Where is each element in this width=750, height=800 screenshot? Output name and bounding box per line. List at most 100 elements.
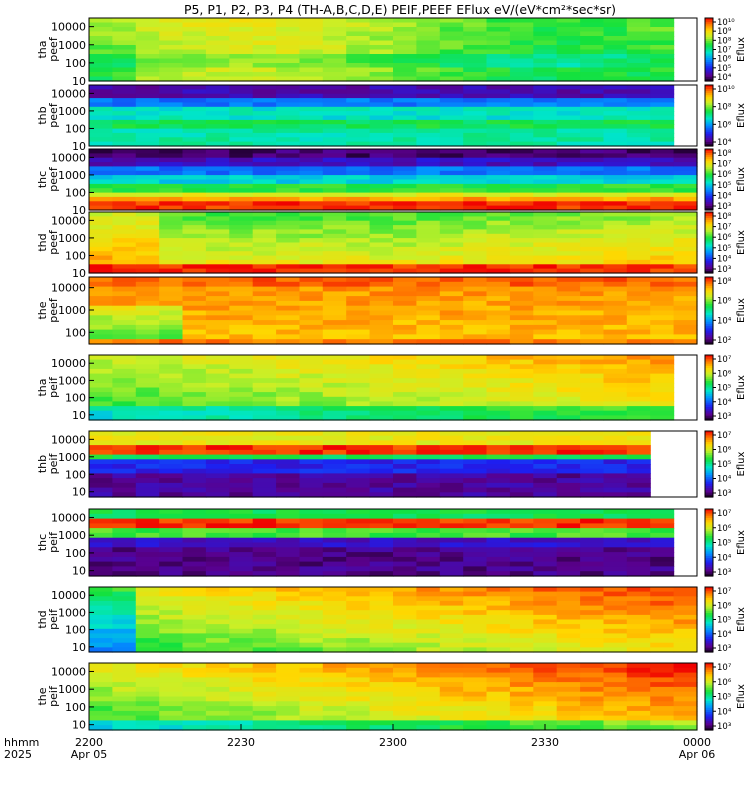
heatmap-cell (299, 196, 324, 202)
heatmap-cell (182, 334, 207, 340)
colorbar-step (705, 372, 713, 376)
heatmap-cell (580, 552, 605, 558)
heatmap-cell (673, 677, 698, 683)
heatmap-cell (486, 132, 511, 138)
heatmap-cell (393, 153, 417, 159)
heatmap-cell (533, 528, 558, 534)
heatmap-cell (369, 310, 394, 316)
heatmap-cell (205, 102, 230, 108)
colorbar-tick-label: 10⁶ (717, 297, 732, 307)
colorbar-step (705, 85, 713, 88)
heatmap-cell (346, 373, 371, 379)
colorbar-step (705, 55, 713, 59)
heatmap-cell (112, 93, 137, 99)
heatmap-cell (486, 610, 511, 616)
heatmap-cell (509, 701, 534, 707)
heatmap-cell (369, 682, 394, 688)
heatmap-cell (533, 605, 558, 611)
colorbar-tick-label: 10⁶ (717, 369, 732, 379)
heatmap-cell (556, 672, 581, 678)
heatmap-cell (112, 686, 137, 693)
heatmap-cell (159, 667, 184, 674)
heatmap-cell (533, 339, 558, 345)
colorbar-step (705, 413, 713, 417)
heatmap-cell (650, 387, 675, 393)
heatmap-cell (533, 157, 558, 163)
heatmap-cell (463, 468, 488, 474)
heatmap-cell (486, 482, 511, 489)
colorbar-step (705, 230, 713, 233)
heatmap-cell (463, 315, 488, 321)
heatmap-cell (509, 663, 534, 669)
colorbar-step (705, 488, 713, 491)
heatmap-cell (299, 188, 324, 194)
heatmap-cell (626, 310, 651, 316)
colorbar-step (705, 283, 713, 287)
heatmap-cell (463, 600, 488, 607)
heatmap-cell (509, 387, 534, 393)
heatmap-cell (135, 225, 160, 231)
heatmap-cell (346, 192, 371, 198)
heatmap-cell (556, 628, 581, 634)
heatmap-cell (369, 542, 394, 548)
heatmap-cell (252, 454, 277, 460)
heatmap-cell (556, 268, 581, 274)
heatmap-cell (89, 710, 113, 717)
heatmap-cell (650, 591, 675, 597)
heatmap-cell (135, 175, 160, 181)
heatmap-cell (182, 85, 207, 90)
colorbar-step (705, 87, 713, 90)
heatmap-cell (89, 175, 113, 181)
heatmap-cell (205, 682, 230, 688)
heatmap-cell (556, 663, 581, 669)
heatmap-cell (673, 183, 698, 189)
colorbar-step (705, 597, 713, 601)
heatmap-cell (626, 378, 651, 384)
heatmap-cell (486, 128, 511, 134)
heatmap-cell (439, 89, 464, 95)
heatmap-cell (650, 40, 675, 46)
heatmap-cell (603, 518, 628, 524)
heatmap-cell (626, 27, 651, 33)
colorbar-step (705, 444, 713, 447)
heatmap-cell (205, 677, 230, 683)
heatmap-cell (580, 445, 605, 451)
heatmap-cell (135, 339, 160, 345)
heatmap-cell (509, 449, 534, 456)
heatmap-cell (89, 212, 113, 217)
heatmap-cell (626, 642, 651, 648)
heatmap-cell (533, 111, 558, 117)
heatmap-cell (229, 672, 254, 678)
heatmap-cell (299, 149, 324, 154)
heatmap-cell (650, 715, 675, 721)
heatmap-cell (486, 31, 511, 37)
heatmap-cell (159, 255, 184, 261)
heatmap-cell (556, 85, 581, 90)
heatmap-cell (89, 183, 113, 189)
heatmap-cell (603, 642, 628, 648)
heatmap-cell (439, 532, 464, 539)
colorbar-tick-label: 10⁹ (717, 27, 732, 37)
colorbar-tick-label: 10³ (717, 568, 731, 578)
heatmap-cell (252, 238, 277, 244)
heatmap-cell (112, 435, 137, 441)
heatmap-cell (112, 642, 137, 648)
heatmap-cell (509, 36, 534, 42)
heatmap-cell (439, 98, 464, 104)
heatmap-cell (650, 63, 675, 69)
heatmap-cell (229, 396, 254, 402)
heatmap-cell (205, 610, 230, 616)
heatmap-cell (135, 170, 160, 176)
heatmap-cell (533, 701, 558, 707)
heatmap-cell (556, 482, 581, 489)
heatmap-cell (229, 368, 254, 375)
heatmap-cell (556, 132, 581, 138)
heatmap-cell (603, 406, 628, 412)
heatmap-cell (112, 246, 137, 252)
y-axis-label: peif (47, 376, 60, 398)
heatmap-cell (346, 229, 371, 235)
heatmap-cell (322, 291, 347, 297)
heatmap-cell (112, 720, 137, 726)
heatmap-cell (486, 175, 511, 181)
heatmap-cell (463, 175, 488, 181)
